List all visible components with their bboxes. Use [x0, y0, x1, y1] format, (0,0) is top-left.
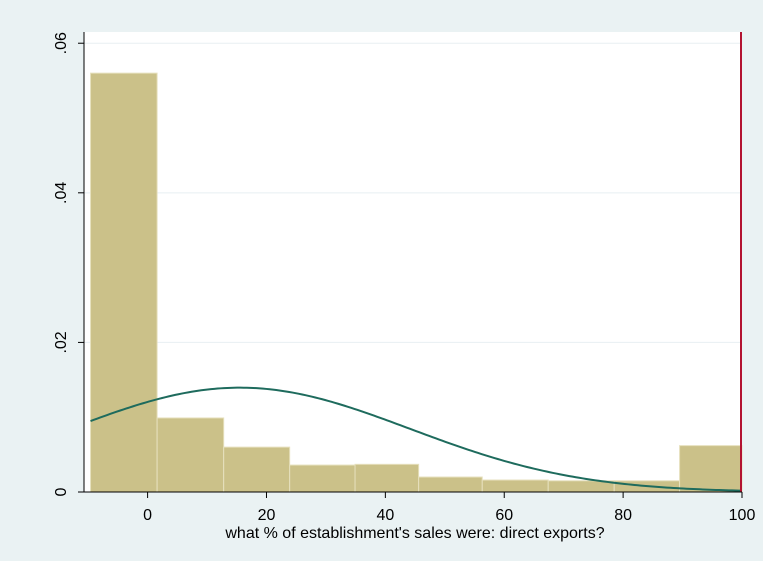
- x-axis-title: what % of establishment's sales were: di…: [224, 525, 604, 542]
- y-tick-label: 0: [53, 487, 70, 496]
- x-tick-label: 0: [143, 507, 152, 524]
- histogram-bar: [90, 72, 158, 493]
- x-tick-label: 20: [258, 507, 276, 524]
- histogram-bar: [156, 417, 225, 493]
- histogram-bar: [354, 463, 420, 493]
- histogram-bar: [223, 446, 291, 493]
- y-tick-label: .02: [53, 331, 70, 353]
- x-axis-ticks: 0 20 40 60 80 100: [143, 492, 755, 524]
- y-tick-label: .04: [53, 182, 70, 204]
- y-tick-label: .06: [53, 32, 70, 54]
- histogram-bar: [481, 479, 549, 493]
- x-tick-label: 100: [729, 507, 756, 524]
- histogram-bar: [418, 476, 483, 493]
- plot-area: [84, 32, 742, 492]
- normal-density-curve: [90, 386, 743, 492]
- histogram-bar: [289, 464, 356, 493]
- x-tick-label: 40: [376, 507, 394, 524]
- gridlines: [84, 42, 742, 343]
- y-axis-ticks: 0 .02 .04 .06: [53, 32, 84, 496]
- x-tick-label: 60: [495, 507, 513, 524]
- x-tick-label: 80: [614, 507, 632, 524]
- histogram-bars: [90, 72, 743, 493]
- histogram-bar: [679, 445, 743, 493]
